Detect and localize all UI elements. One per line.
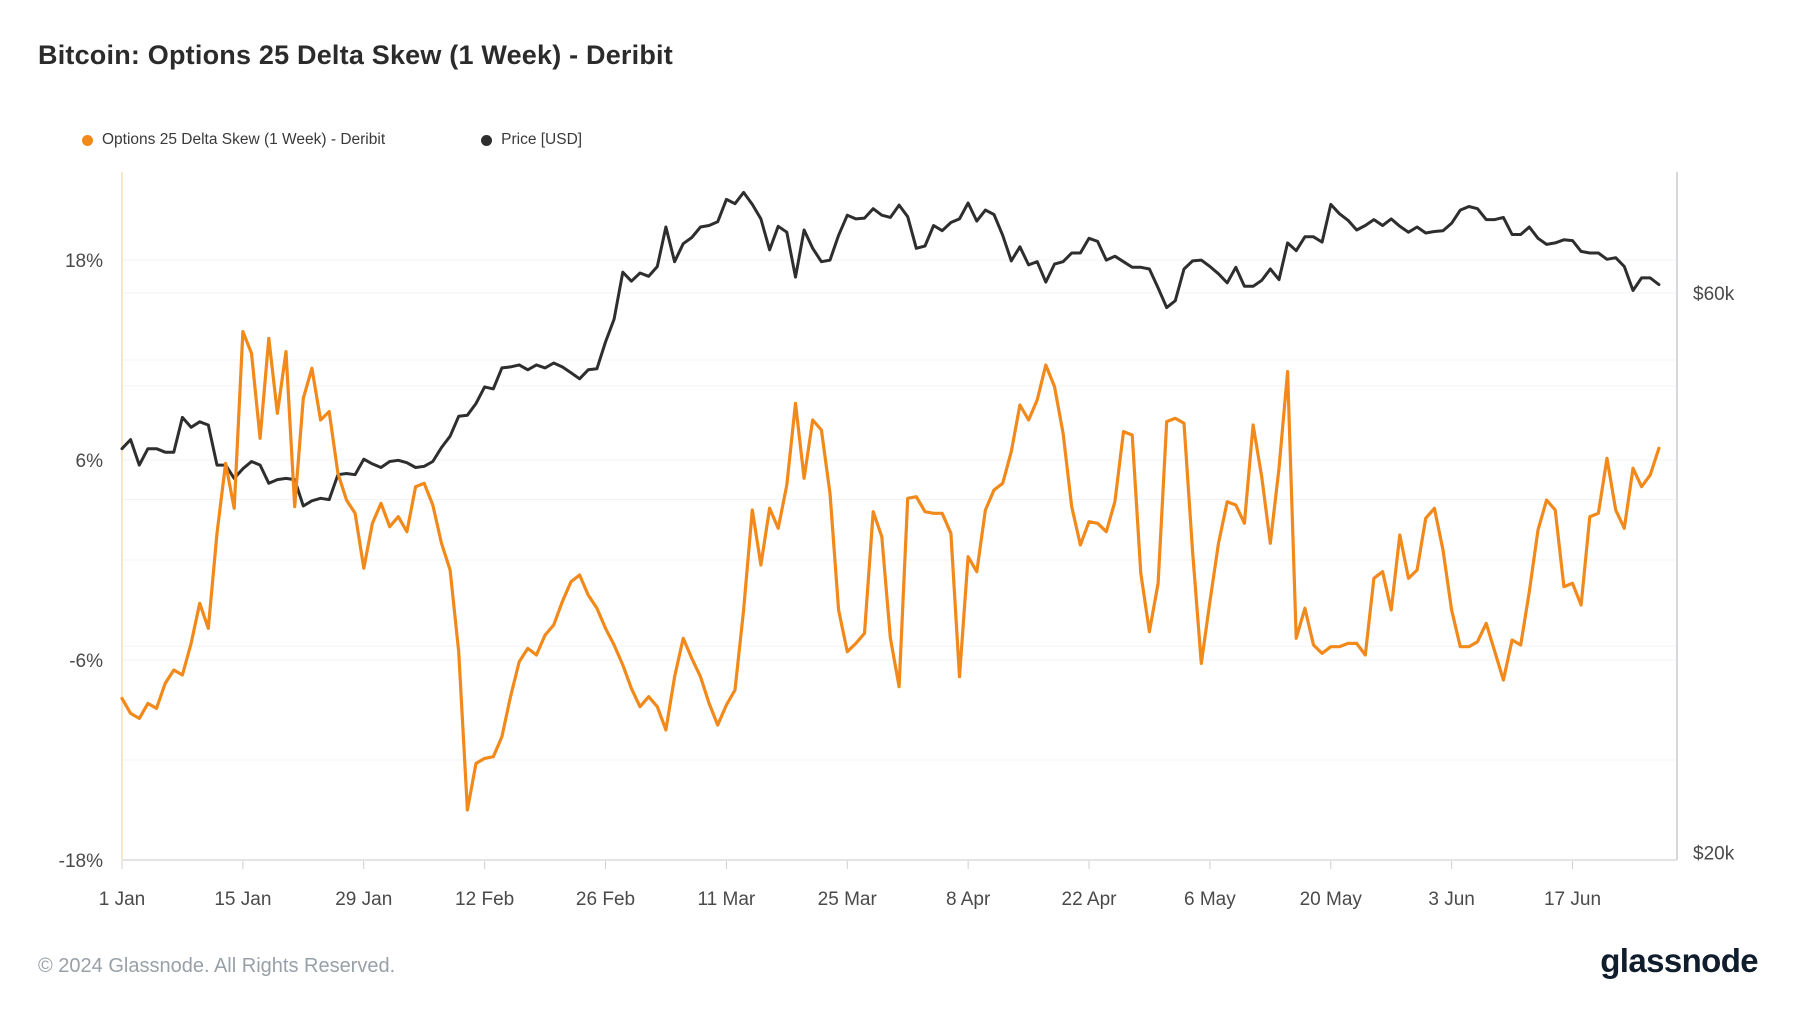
page-title: Bitcoin: Options 25 Delta Skew (1 Week) … [38, 40, 673, 70]
price-legend-dot-icon [481, 134, 493, 146]
glassnode-logo[interactable]: glassnode [1600, 942, 1758, 979]
x-axis-label: 22 Apr [1062, 889, 1118, 910]
y-axis-left-label: 18% [65, 251, 103, 272]
legend-item-label: Options 25 Delta Skew (1 Week) - Deribit [102, 131, 386, 148]
x-axis-label: 12 Feb [455, 889, 514, 910]
x-axis-label: 11 Mar [698, 889, 756, 910]
x-axis-label: 20 May [1300, 889, 1363, 910]
y-axis-right-label: $20k [1693, 844, 1735, 865]
chart-legend: Options 25 Delta Skew (1 Week) - Deribit… [82, 131, 582, 149]
x-axis-label: 8 Apr [946, 889, 991, 910]
y-axis-left-label: 6% [76, 451, 104, 472]
x-axis-label: 3 Jun [1428, 889, 1474, 910]
x-axis-label: 15 Jan [214, 889, 271, 910]
x-axis-label: 29 Jan [335, 889, 392, 910]
x-axis-label: 6 May [1184, 889, 1236, 910]
x-axis-label: 25 Mar [818, 889, 878, 910]
legend-item-price[interactable]: Price [USD] [481, 131, 582, 149]
y-axis-right-label: $60k [1693, 284, 1735, 305]
y-axis-left-label: -18% [59, 851, 103, 872]
skew-legend-dot-icon [82, 134, 93, 146]
x-axis-label: 17 Jun [1544, 889, 1601, 910]
x-axis-label: 1 Jan [99, 889, 145, 910]
price-series-line[interactable] [120, 190, 1661, 508]
legend-item-skew[interactable]: Options 25 Delta Skew (1 Week) - Deribit [82, 131, 385, 149]
x-axis-label: 26 Feb [576, 889, 635, 910]
skew-series-line[interactable] [120, 330, 1661, 812]
legend-item-label: Price [USD] [501, 131, 583, 148]
copyright-text: © 2024 Glassnode. All Rights Reserved. [38, 955, 396, 977]
y-axis-left-label: -6% [69, 651, 103, 672]
